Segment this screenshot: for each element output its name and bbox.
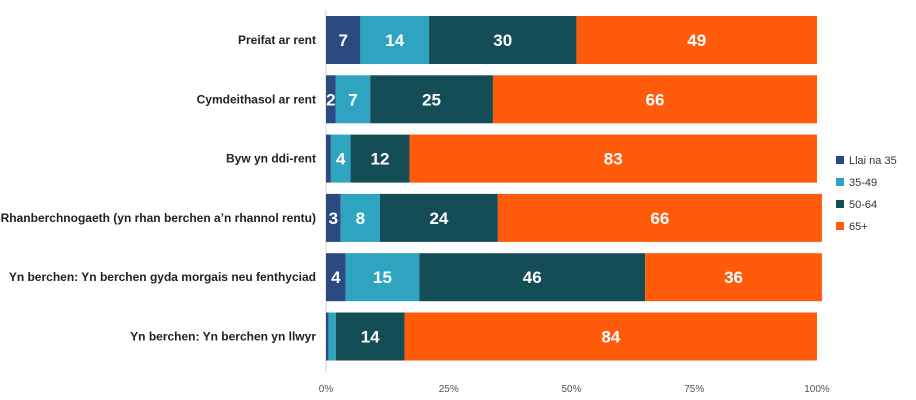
data-label: 30: [493, 31, 512, 50]
legend-label: 50-64: [849, 199, 877, 211]
category-label: Cymdeithasol ar rent: [197, 92, 316, 106]
bar-segment: [328, 312, 336, 361]
data-label: 83: [604, 150, 623, 169]
bar-segment: [326, 253, 346, 302]
legend-label: 65+: [849, 221, 868, 233]
category-label: Preifat ar rent: [238, 33, 316, 47]
bar-segment: [419, 253, 646, 302]
bar-segment: [330, 134, 351, 183]
x-tick-label: 75%: [684, 384, 704, 395]
bar-segment: [326, 134, 331, 183]
data-label: 12: [371, 150, 390, 169]
bar-segment: [350, 134, 410, 183]
legend-swatch: [836, 200, 844, 208]
bar-segment: [409, 134, 817, 183]
bar-segment: [380, 193, 498, 242]
category-label: Byw yn ddi-rent: [226, 152, 316, 166]
bar-segment: [345, 253, 420, 302]
legend-label: Llai na 35: [849, 155, 897, 167]
data-label: 7: [348, 90, 357, 109]
data-label: 4: [336, 150, 346, 169]
data-label: 49: [687, 31, 706, 50]
data-label: 15: [373, 268, 392, 287]
x-tick-label: 50%: [561, 384, 581, 395]
x-tick-label: 100%: [804, 384, 830, 395]
data-label: 8: [356, 209, 365, 228]
bar-segment: [335, 75, 371, 124]
bar-segment: [497, 193, 822, 242]
legend-swatch: [836, 156, 844, 164]
bar-segment: [340, 193, 381, 242]
bar-segment: [370, 75, 493, 124]
data-label: 3: [329, 209, 338, 228]
data-label: 36: [724, 268, 743, 287]
bar-segment: [335, 312, 405, 361]
bar-segment: [429, 16, 577, 64]
legend-swatch: [836, 178, 844, 186]
data-label: 24: [429, 209, 448, 228]
data-label: 25: [422, 90, 441, 109]
x-tick-label: 0%: [319, 384, 334, 395]
data-label: 46: [523, 268, 542, 287]
bar-segment: [326, 16, 361, 64]
data-label: 4: [331, 268, 341, 287]
x-tick-label: 25%: [439, 384, 459, 395]
bar-segment: [492, 75, 817, 124]
data-label: 14: [361, 328, 380, 347]
bar-segment: [326, 312, 329, 361]
data-label: 66: [646, 90, 665, 109]
category-label: Rhanberchnogaeth (yn rhan berchen a’n rh…: [1, 211, 316, 225]
data-label: 2: [326, 90, 335, 109]
data-label: 84: [601, 328, 620, 347]
legend-swatch: [836, 222, 844, 230]
bar-segment: [360, 16, 430, 64]
data-label: 14: [385, 31, 404, 50]
data-label: 7: [338, 31, 347, 50]
data-label: 66: [650, 209, 669, 228]
bar-segment: [326, 193, 341, 242]
category-label: Yn berchen: Yn berchen gyda morgais neu …: [9, 270, 316, 284]
bar-segment: [576, 16, 817, 64]
category-label: Yn berchen: Yn berchen yn llwyr: [130, 330, 316, 344]
legend-label: 35-49: [849, 177, 877, 189]
bar-segment: [326, 75, 336, 124]
bar-segment: [404, 312, 817, 361]
bar-segment: [645, 253, 822, 302]
